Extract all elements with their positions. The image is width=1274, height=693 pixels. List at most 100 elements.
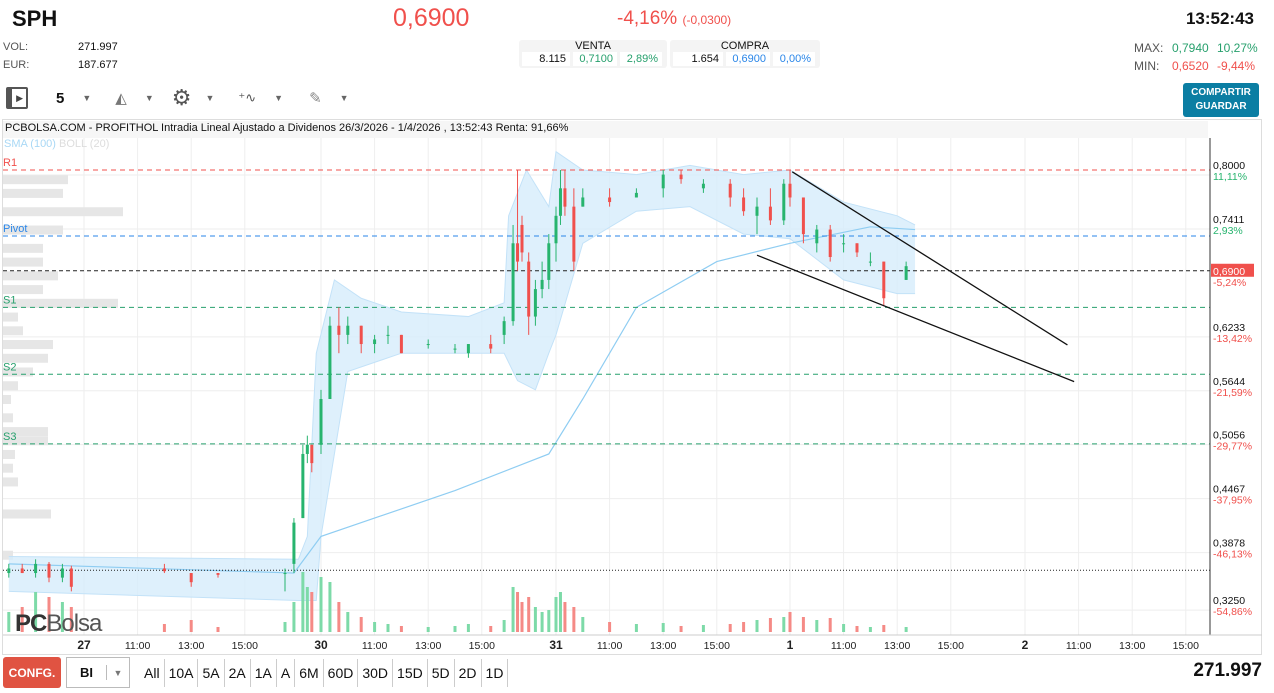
range-all[interactable]: All	[140, 659, 165, 687]
candle-body	[216, 573, 220, 575]
range-a[interactable]: A	[277, 659, 296, 687]
range-5a[interactable]: 5A	[198, 659, 225, 687]
compra-qty: 1.654	[673, 52, 723, 66]
volume-bar	[788, 612, 792, 632]
volume-profile-bar	[3, 243, 43, 253]
volume-bar	[189, 620, 193, 632]
venta-label: VENTA	[575, 40, 611, 52]
gear-icon[interactable]: ⚙	[171, 85, 192, 110]
time-tick: 1	[787, 638, 794, 652]
candle-body	[882, 261, 886, 299]
time-tick: 13:00	[650, 640, 676, 652]
range-15d[interactable]: 15D	[393, 659, 428, 687]
volume-profile-bar	[3, 413, 13, 423]
candle-body	[373, 339, 377, 345]
indicators-icon[interactable]: ⁺∿	[238, 90, 257, 105]
candle-body	[310, 444, 314, 464]
volume-bar	[661, 623, 665, 632]
candle-body	[520, 224, 524, 253]
share-save-button[interactable]: COMPARTIR GUARDAR	[1183, 83, 1259, 117]
change-pct: -4,16%	[617, 8, 678, 29]
min-value: 0,6520	[1172, 59, 1209, 73]
chevron-down-icon[interactable]: ▼	[339, 93, 349, 103]
candle-body	[527, 261, 531, 317]
volume-bar	[755, 620, 759, 632]
volume-profile-bar	[3, 298, 118, 308]
boll-legend[interactable]: BOLL (20)	[59, 138, 110, 150]
candle-body	[292, 522, 296, 564]
volume-bar	[337, 602, 341, 632]
volume-bar	[768, 618, 772, 632]
candle-body	[466, 344, 470, 354]
range-2a[interactable]: 2A	[225, 659, 251, 687]
candle-body	[533, 289, 537, 317]
sidebar-toggle-icon[interactable]: ▶	[6, 87, 28, 109]
volume-bar	[679, 626, 683, 632]
volume-bar	[489, 626, 493, 632]
pencil-icon[interactable]: ✎	[309, 90, 322, 107]
candle-body	[801, 197, 805, 235]
chevron-down-icon[interactable]: ▼	[144, 93, 154, 103]
volume-bar	[868, 627, 872, 632]
candle-body	[69, 568, 73, 587]
volume-bar	[547, 610, 551, 632]
price-tick: 0,8000	[1213, 160, 1245, 172]
venta-qty: 8.115	[522, 52, 570, 66]
volume-profile-bar	[3, 188, 63, 198]
range-10a[interactable]: 10A	[165, 659, 199, 687]
share-label[interactable]: COMPARTIR	[1191, 87, 1251, 98]
pct-tick: -29,77%	[1213, 441, 1252, 453]
volume-bar	[301, 572, 305, 632]
candle-body	[386, 334, 390, 336]
chevron-down-icon[interactable]: ▼	[82, 93, 92, 103]
chevron-down-icon[interactable]: ▼	[113, 667, 123, 678]
candle-body	[47, 563, 51, 578]
candle-body	[283, 573, 287, 575]
volume-bar	[7, 612, 11, 632]
volume-bar	[373, 622, 377, 632]
candle-body	[453, 348, 457, 350]
last-price-tick: 0,6900	[1213, 266, 1245, 278]
time-tick: 11:00	[362, 640, 388, 652]
candle-body	[634, 192, 638, 198]
indicator-legend: SMA (100) BOLL (20)	[4, 138, 109, 150]
mode-select[interactable]: BI ▼	[66, 657, 130, 688]
volume-bar	[904, 627, 908, 632]
volume-bar	[162, 624, 166, 632]
config-button[interactable]: CONFG.	[3, 657, 61, 688]
range-1a[interactable]: 1A	[251, 659, 277, 687]
save-label[interactable]: GUARDAR	[1195, 101, 1247, 112]
volume-bar	[359, 617, 363, 632]
max-label: MAX:	[1134, 41, 1164, 55]
max-pct: 10,27%	[1217, 41, 1258, 55]
volume-bar	[520, 602, 524, 632]
range-6m[interactable]: 6M	[295, 659, 324, 687]
range-60d[interactable]: 60D	[324, 659, 359, 687]
range-1d[interactable]: 1D	[482, 659, 509, 687]
candle-body	[337, 325, 341, 335]
chart-title: PCBOLSA.COM - PROFITHOL Intradia Lineal …	[3, 121, 1208, 138]
time-tick: 15:00	[232, 640, 258, 652]
volume-profile-bar	[3, 477, 18, 487]
range-5d[interactable]: 5D	[428, 659, 455, 687]
interval-select[interactable]: 5	[56, 89, 65, 107]
chart-type-icon[interactable]: ◭	[115, 90, 127, 107]
candle-body	[426, 344, 430, 346]
range-2d[interactable]: 2D	[455, 659, 482, 687]
chevron-down-icon[interactable]: ▼	[205, 93, 215, 103]
volume-bar	[216, 627, 220, 632]
volume-profile-bar	[3, 326, 23, 336]
eur-value: 187.677	[78, 59, 118, 71]
price-tick: 0,4467	[1213, 484, 1245, 496]
time-tick: 13:00	[178, 640, 204, 652]
volume-bar	[60, 602, 64, 632]
time-tick: 11:00	[1066, 640, 1092, 652]
time-tick: 27	[77, 638, 91, 652]
range-30d[interactable]: 30D	[358, 659, 394, 687]
chevron-down-icon[interactable]: ▼	[274, 93, 284, 103]
sma-legend[interactable]: SMA (100)	[4, 138, 56, 150]
mode-value[interactable]: BI	[67, 665, 107, 680]
min-pct: -9,44%	[1217, 59, 1256, 73]
candle-body	[34, 563, 38, 574]
